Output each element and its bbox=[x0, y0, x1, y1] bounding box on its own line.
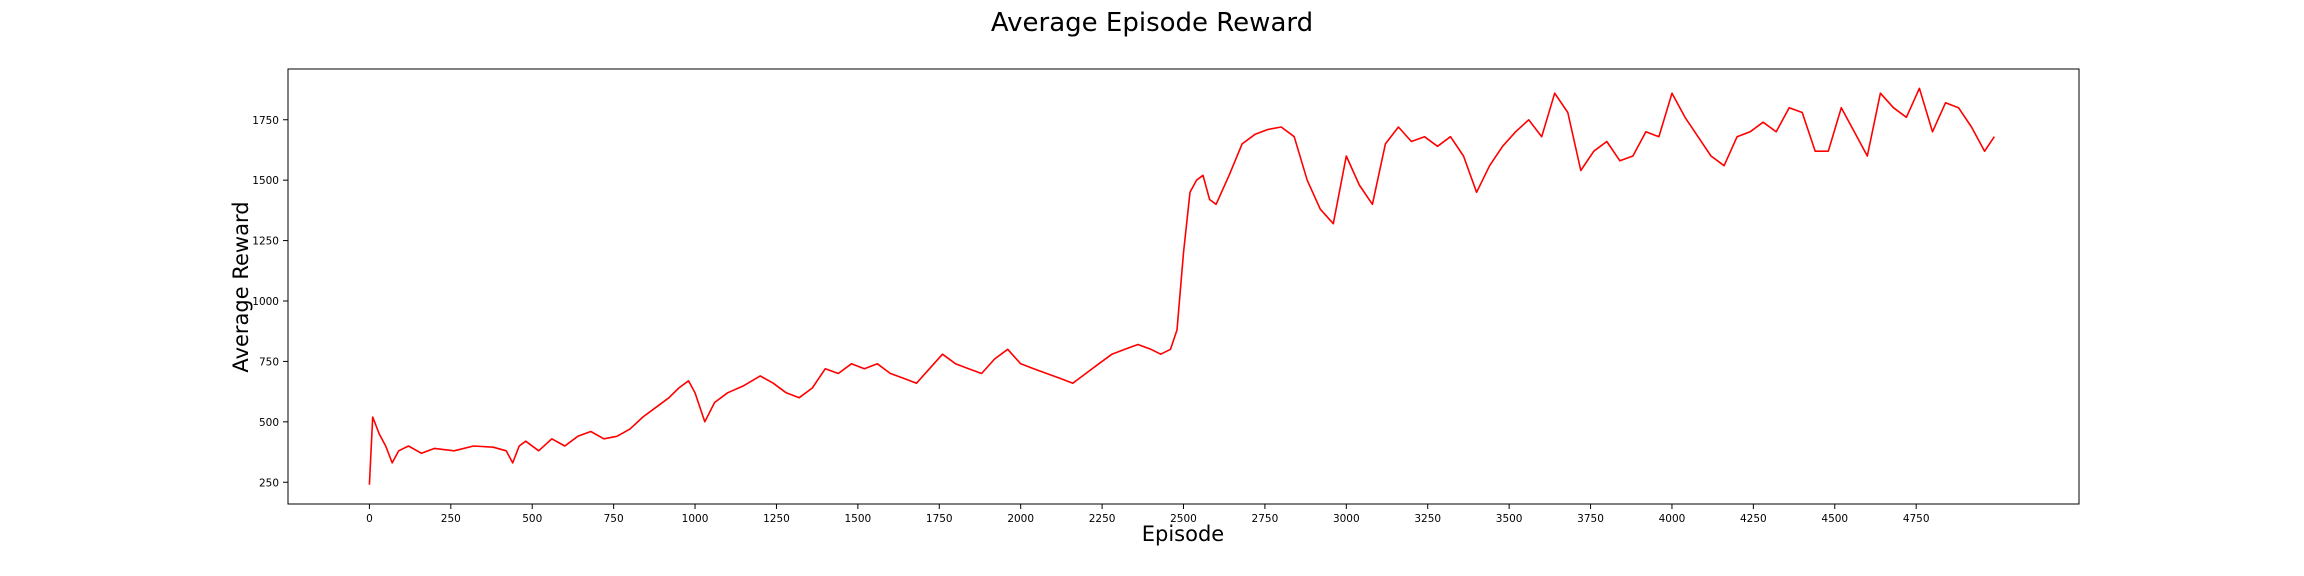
x-tick-label: 4250 bbox=[1740, 513, 1767, 525]
x-tick-label: 4000 bbox=[1659, 513, 1686, 525]
x-tick-label: 2000 bbox=[1007, 513, 1034, 525]
x-tick-label: 2250 bbox=[1089, 513, 1116, 525]
x-tick-label: 3000 bbox=[1333, 513, 1360, 525]
y-tick-label: 250 bbox=[259, 477, 279, 489]
x-tick-label: 250 bbox=[441, 513, 461, 525]
x-tick-label: 750 bbox=[604, 513, 624, 525]
x-tick-label: 2500 bbox=[1170, 513, 1197, 525]
x-tick-label: 3250 bbox=[1414, 513, 1441, 525]
x-axis-ticks: 0 250 500 750 1000 1250 1500 1750 2000 2250 2500 27… bbox=[366, 504, 1930, 525]
y-tick-label: 500 bbox=[259, 417, 279, 429]
x-tick-label: 3500 bbox=[1496, 513, 1523, 525]
x-tick-label: 4500 bbox=[1821, 513, 1848, 525]
x-axis-label: Episode bbox=[1142, 522, 1224, 546]
x-tick-label: 4750 bbox=[1903, 513, 1930, 525]
x-tick-label: 3750 bbox=[1577, 513, 1604, 525]
x-tick-label: 1500 bbox=[844, 513, 871, 525]
y-axis-label: Average Reward bbox=[229, 201, 253, 372]
x-tick-label: 1750 bbox=[926, 513, 953, 525]
x-tick-label: 2750 bbox=[1252, 513, 1279, 525]
series-line-average-reward bbox=[368, 87, 1995, 485]
x-tick-label: 0 bbox=[366, 513, 373, 525]
x-tick-label: 1000 bbox=[682, 513, 709, 525]
y-tick-label: 750 bbox=[259, 356, 279, 368]
y-axis-ticks: 250 500 750 1000 1250 1500 1750 bbox=[252, 115, 288, 489]
y-tick-label: 1750 bbox=[252, 115, 279, 127]
y-tick-label: 1000 bbox=[252, 296, 279, 308]
x-tick-label: 500 bbox=[522, 513, 542, 525]
y-tick-label: 1500 bbox=[252, 175, 279, 187]
chart-title: Average Episode Reward bbox=[991, 8, 1313, 38]
x-tick-label: 1250 bbox=[763, 513, 790, 525]
y-tick-label: 1250 bbox=[252, 236, 279, 248]
